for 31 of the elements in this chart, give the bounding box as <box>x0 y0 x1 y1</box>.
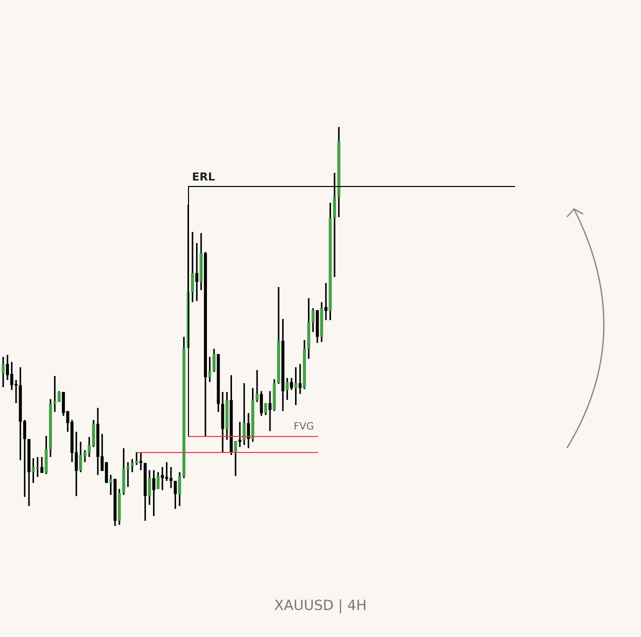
candlestick <box>44 435 48 475</box>
candlestick <box>246 412 250 449</box>
candlestick <box>174 480 177 510</box>
candlestick <box>36 456 40 478</box>
candlestick <box>298 363 302 395</box>
candlestick <box>195 242 198 302</box>
ref-line-label: ERL <box>192 170 215 184</box>
candlestick <box>2 356 5 388</box>
candlestick <box>324 282 328 321</box>
candlestick <box>312 307 315 333</box>
candlestick <box>178 471 182 507</box>
candlestick <box>294 366 298 406</box>
candlestick <box>160 466 164 491</box>
candlestick <box>79 441 82 473</box>
candlestick <box>53 375 56 413</box>
candlestick <box>165 461 168 482</box>
candlestick <box>290 377 294 391</box>
candlestick <box>135 451 138 466</box>
ref-line-label: FVG <box>294 422 314 432</box>
text: XAUUSD | 4H <box>273 598 368 614</box>
candlestick <box>238 421 242 448</box>
candlestick <box>139 451 142 471</box>
candlestick <box>260 390 263 417</box>
candlestick <box>40 456 44 474</box>
candlestick <box>191 231 194 303</box>
candlestick <box>242 382 246 446</box>
candlestick <box>152 469 156 517</box>
candlestick <box>130 458 134 473</box>
candlestick <box>10 361 14 391</box>
candlestick <box>156 471 160 490</box>
candlestick <box>268 390 272 432</box>
